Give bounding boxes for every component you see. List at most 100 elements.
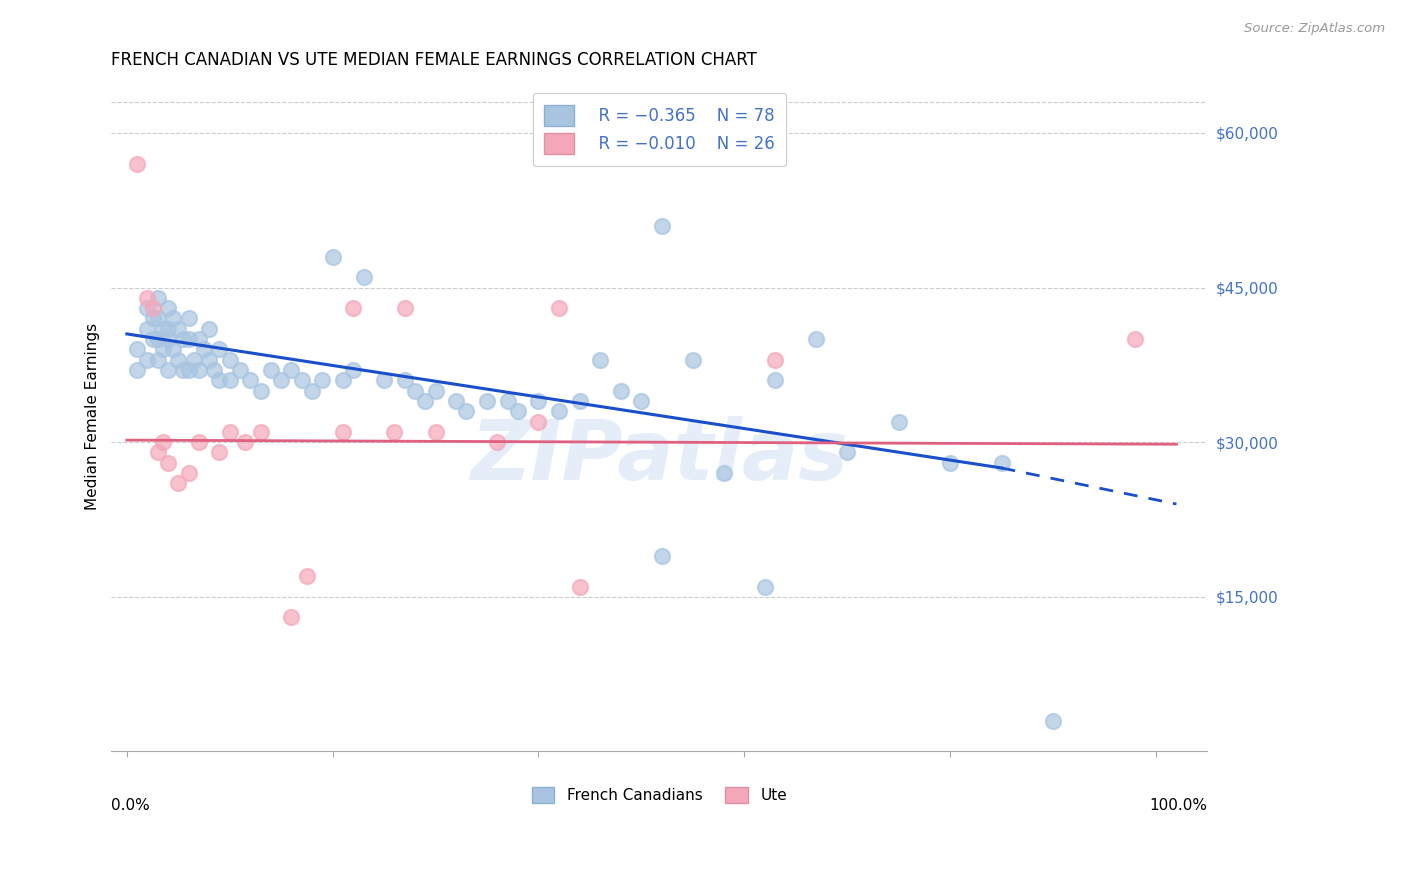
- Point: [187, 435, 209, 450]
- Point: [404, 384, 426, 398]
- Point: [413, 393, 436, 408]
- Point: [342, 301, 364, 315]
- Point: [322, 250, 344, 264]
- Point: [146, 445, 169, 459]
- Point: [353, 270, 375, 285]
- Point: [280, 363, 302, 377]
- Point: [301, 384, 323, 398]
- Point: [156, 363, 179, 377]
- Point: [713, 466, 735, 480]
- Point: [589, 352, 612, 367]
- Point: [146, 332, 169, 346]
- Point: [142, 332, 165, 346]
- Point: [239, 373, 262, 387]
- Point: [249, 384, 271, 398]
- Point: [136, 291, 159, 305]
- Point: [548, 301, 571, 315]
- Point: [332, 373, 354, 387]
- Point: [167, 476, 190, 491]
- Point: [249, 425, 271, 439]
- Point: [806, 332, 828, 346]
- Point: [152, 322, 174, 336]
- Point: [146, 352, 169, 367]
- Point: [136, 301, 159, 315]
- Point: [152, 343, 174, 357]
- Legend: French Canadians, Ute: French Canadians, Ute: [524, 779, 794, 811]
- Point: [198, 352, 221, 367]
- Point: [527, 393, 550, 408]
- Point: [127, 363, 149, 377]
- Point: [172, 332, 194, 346]
- Point: [1123, 332, 1146, 346]
- Point: [146, 291, 169, 305]
- Point: [568, 393, 591, 408]
- Point: [208, 343, 231, 357]
- Point: [568, 580, 591, 594]
- Point: [156, 332, 179, 346]
- Point: [887, 415, 910, 429]
- Point: [332, 425, 354, 439]
- Point: [177, 466, 200, 480]
- Text: Source: ZipAtlas.com: Source: ZipAtlas.com: [1244, 22, 1385, 36]
- Point: [548, 404, 571, 418]
- Point: [136, 322, 159, 336]
- Point: [373, 373, 395, 387]
- Text: ZIPatlas: ZIPatlas: [471, 417, 848, 497]
- Point: [527, 415, 550, 429]
- Point: [456, 404, 478, 418]
- Point: [1042, 714, 1064, 728]
- Point: [177, 311, 200, 326]
- Point: [291, 373, 314, 387]
- Point: [187, 363, 209, 377]
- Point: [177, 363, 200, 377]
- Point: [990, 456, 1012, 470]
- Point: [311, 373, 333, 387]
- Point: [202, 363, 225, 377]
- Point: [142, 311, 165, 326]
- Point: [475, 393, 498, 408]
- Point: [162, 311, 184, 326]
- Point: [208, 373, 231, 387]
- Point: [218, 425, 240, 439]
- Point: [177, 332, 200, 346]
- Point: [280, 610, 302, 624]
- Point: [763, 352, 786, 367]
- Point: [651, 219, 673, 233]
- Point: [425, 425, 447, 439]
- Point: [260, 363, 283, 377]
- Point: [610, 384, 633, 398]
- Point: [156, 322, 179, 336]
- Point: [136, 352, 159, 367]
- Point: [384, 425, 406, 439]
- Point: [208, 445, 231, 459]
- Point: [167, 322, 190, 336]
- Point: [394, 301, 416, 315]
- Point: [183, 352, 205, 367]
- Point: [127, 343, 149, 357]
- Point: [167, 352, 190, 367]
- Point: [763, 373, 786, 387]
- Point: [630, 393, 652, 408]
- Point: [394, 373, 416, 387]
- Point: [233, 435, 256, 450]
- Point: [295, 569, 318, 583]
- Point: [152, 435, 174, 450]
- Point: [229, 363, 252, 377]
- Point: [506, 404, 529, 418]
- Point: [939, 456, 962, 470]
- Point: [156, 301, 179, 315]
- Point: [218, 373, 240, 387]
- Point: [486, 435, 509, 450]
- Point: [496, 393, 519, 408]
- Point: [837, 445, 859, 459]
- Text: FRENCH CANADIAN VS UTE MEDIAN FEMALE EARNINGS CORRELATION CHART: FRENCH CANADIAN VS UTE MEDIAN FEMALE EAR…: [111, 51, 758, 69]
- Point: [218, 352, 240, 367]
- Point: [342, 363, 364, 377]
- Point: [198, 322, 221, 336]
- Y-axis label: Median Female Earnings: Median Female Earnings: [86, 323, 100, 510]
- Point: [187, 332, 209, 346]
- Point: [156, 456, 179, 470]
- Point: [142, 301, 165, 315]
- Point: [754, 580, 776, 594]
- Point: [270, 373, 292, 387]
